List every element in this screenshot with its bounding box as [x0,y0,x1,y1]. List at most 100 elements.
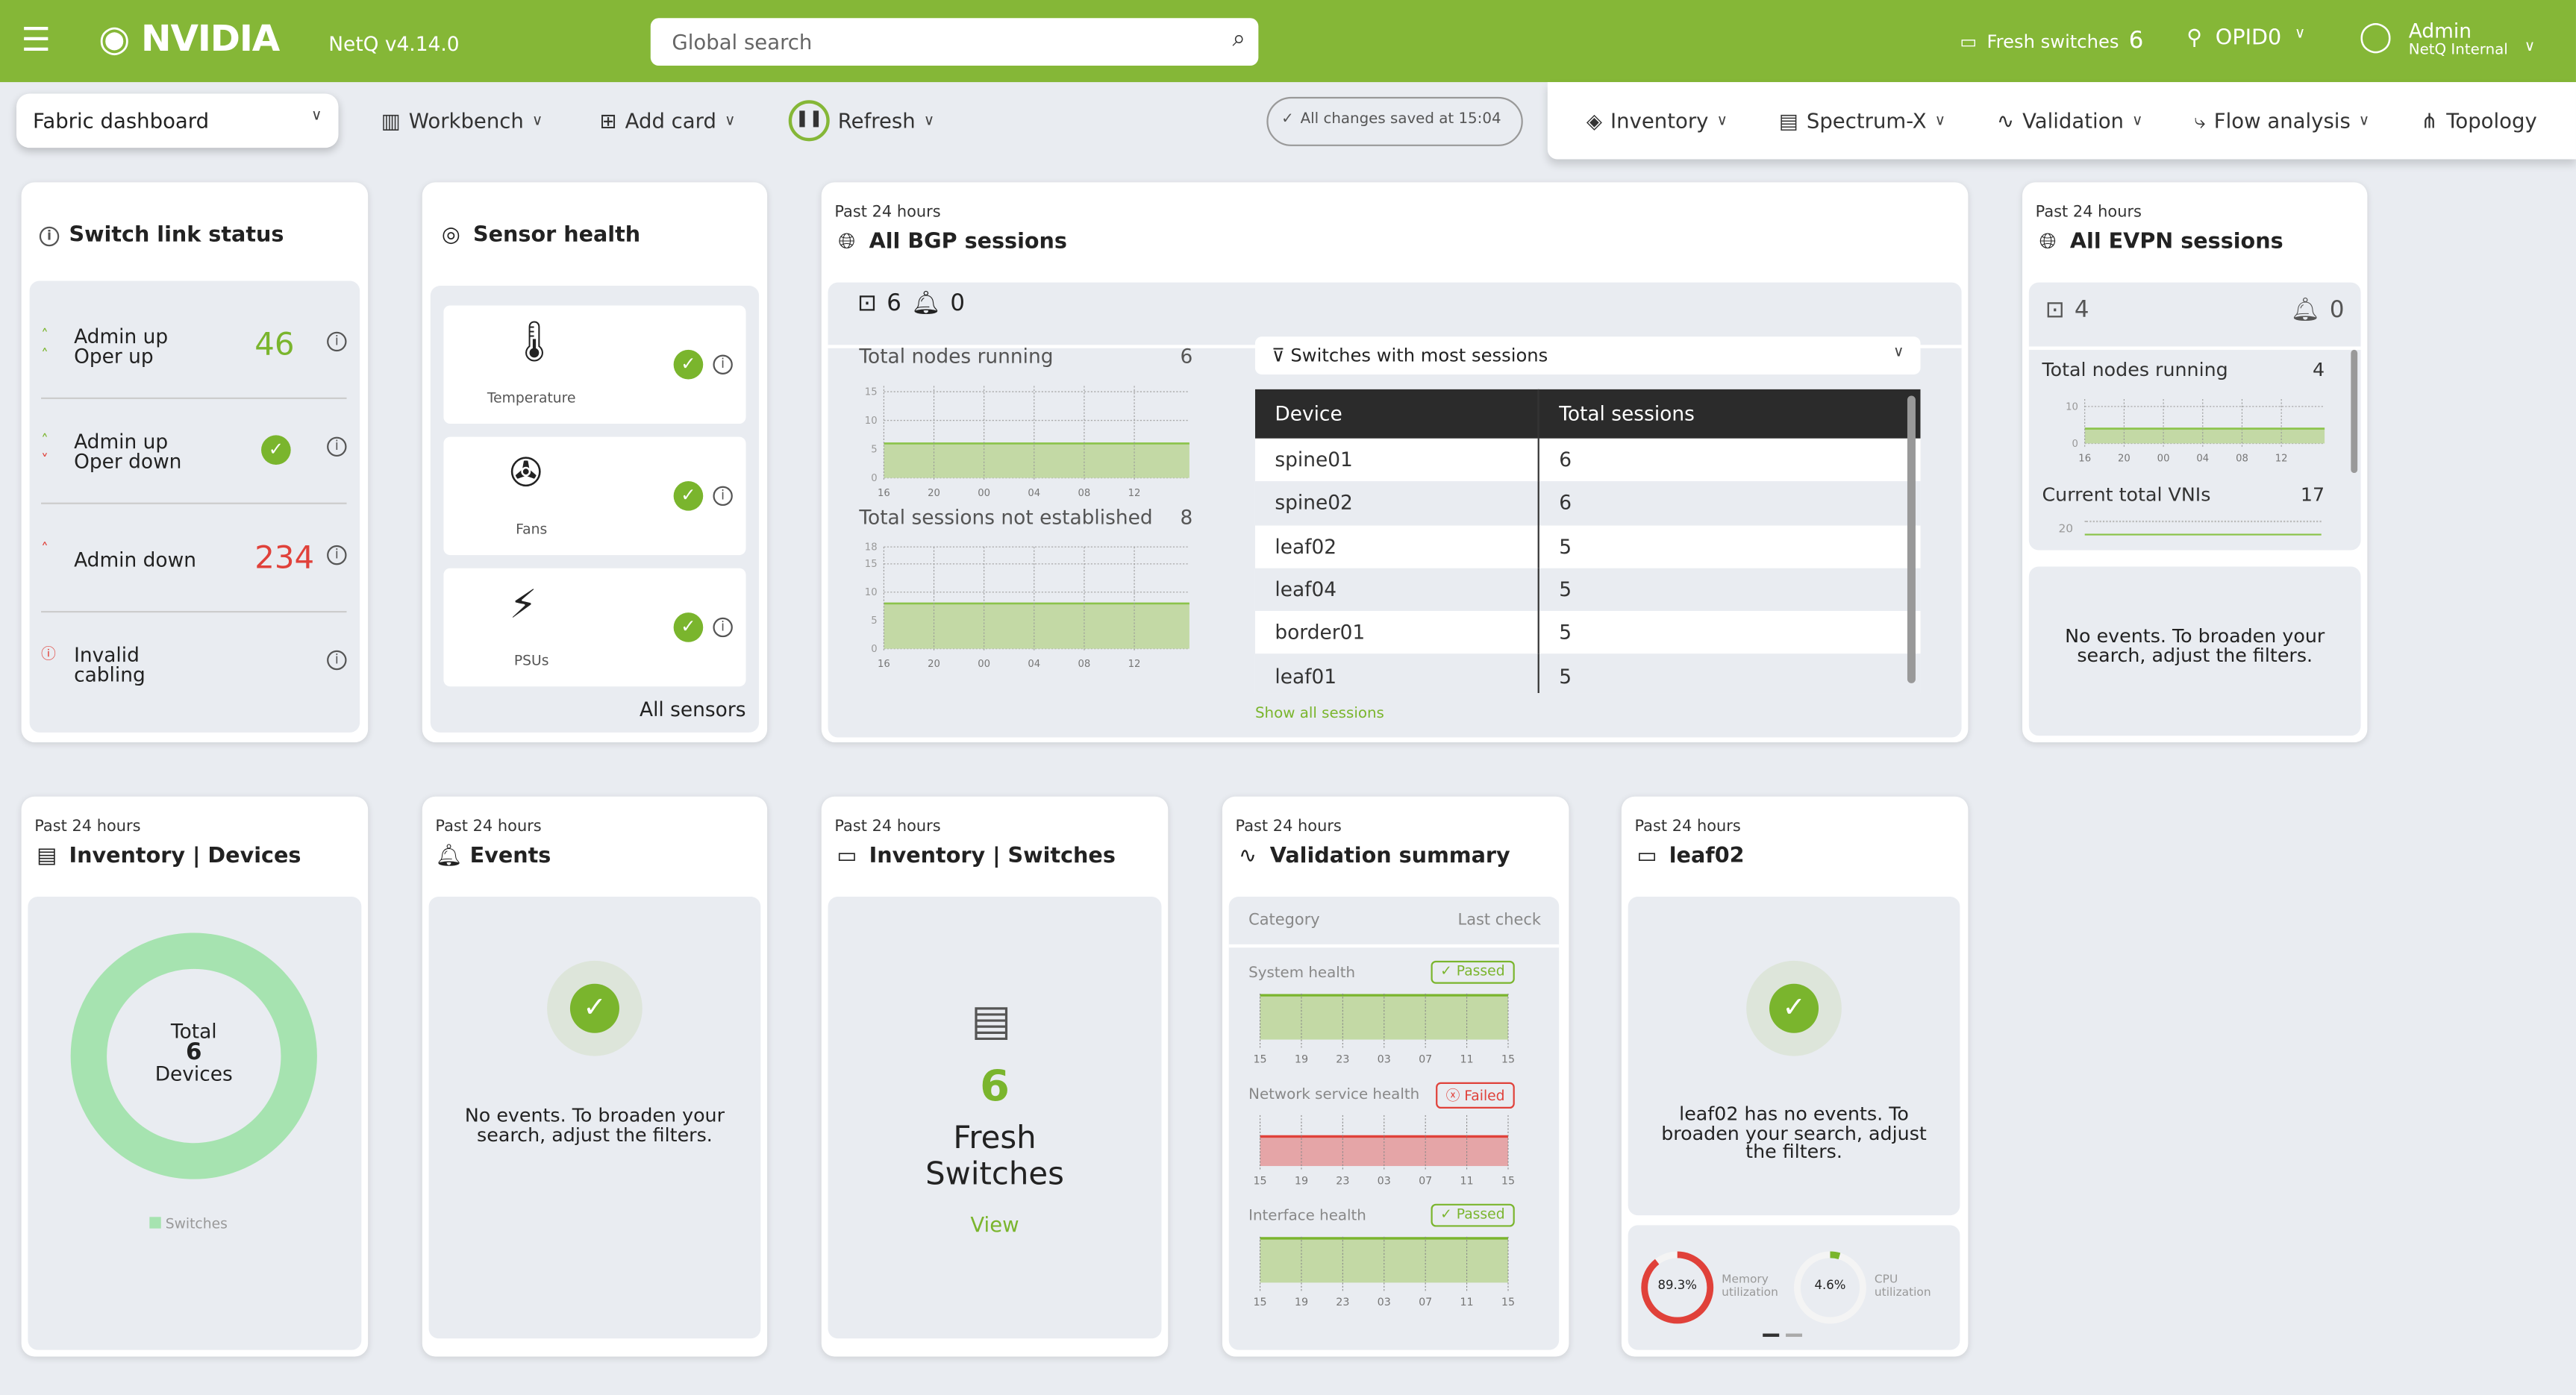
info-icon[interactable]: i [327,331,347,352]
title-text: All EVPN sessions [2069,230,2283,255]
table-row[interactable]: leaf02 5 [1254,524,1921,568]
add-card-menu[interactable]: ⊞ Add card ∨ [600,108,736,133]
sessions-cell: 6 [1538,438,1921,482]
chevron-down-icon: ∨ [2358,112,2370,129]
devices-label: Devices [154,1062,233,1086]
link-status-row[interactable]: ˄ ˅ Admin up Oper down ✓ i [41,432,347,504]
carousel-dot[interactable] [1786,1333,1803,1338]
sessions-filter-select[interactable]: ⊽ Switches with most sessions ∨ [1254,336,1921,374]
link-rows [29,280,360,733]
info-icon[interactable]: i [327,650,347,671]
devices-donut[interactable]: Total 6 Devices [70,932,317,1179]
pause-refresh-icon[interactable]: ❚❚ [788,100,830,142]
card-title: ∿ Validation summary [1236,844,1510,869]
x-tick: 11 [1460,1297,1473,1308]
validation-row[interactable]: Interface health ✓ Passed 15 19 23 03 07 11 15 [1222,1203,1569,1319]
scrollbar[interactable] [2351,349,2358,474]
evpn-alarms: 🔔︎ 0 [2291,297,2345,323]
info-icon[interactable]: i [713,354,733,374]
show-all-sessions-link[interactable]: Show all sessions [1254,706,1384,723]
fresh-label: Fresh Switches [822,1120,1169,1192]
hamburger-menu-icon[interactable]: ☰ [21,19,51,60]
total-label: Total [170,1020,217,1043]
premises-name: OPID0 [2215,26,2282,51]
status-arrow-icon: ˄ [41,542,49,559]
search-icon[interactable]: ⌕ [1232,26,1245,53]
period-label: Past 24 hours [34,818,141,836]
info-icon[interactable]: i [327,545,347,565]
switch-icon: ▭ [837,844,857,869]
status-badge: ✓ Passed [1430,1203,1515,1227]
info-icon[interactable]: i [713,486,733,507]
user-menu[interactable]: ◯ Admin NetQ Internal ∨ [2359,19,2535,59]
metric-value: 17 [2300,483,2325,507]
nav-validation[interactable]: ∿ Validation ∨ [1997,108,2143,133]
table-row[interactable]: border01 5 [1254,611,1921,655]
nvidia-logo[interactable]: ◉ NVIDIA [99,19,280,60]
nav-flow-analysis[interactable]: ⤷ Flow analysis ∨ [2194,107,2369,134]
bgp-counts: ⊡ 6 🔔︎ 0 [857,291,965,317]
link-status-row[interactable]: ˄ Admin down 234 i [41,540,347,613]
all-sensors-link[interactable]: All sensors [640,698,746,721]
link-status-row[interactable]: ⓘ Invalid cabling i [41,645,347,695]
row-label: Admin up Oper up [74,325,169,369]
metric-label: Total nodes running [2042,357,2228,381]
x-tick: 00 [2157,454,2170,465]
nav-topology[interactable]: ⋔ Topology [2421,108,2537,133]
category-label: System health [1248,965,1356,982]
link-status-row[interactable]: ˄ ˄ Admin up Oper up 46 i [41,325,347,399]
validation-row[interactable]: System health ✓ Passed 15 19 23 03 07 11 15 [1222,960,1569,1076]
view-link[interactable]: View [970,1211,1019,1237]
info-icon[interactable]: i [327,436,347,457]
sensor-item[interactable]: ✇ Fans ✓ i [443,436,746,556]
carousel-dot-active[interactable] [1763,1333,1780,1338]
refresh-menu[interactable]: ❚❚ Refresh ∨ [788,100,934,142]
label-line: Switches [925,1156,1064,1193]
search-placeholder: Global search [672,29,813,54]
nav-inventory[interactable]: ◈ Inventory ∨ [1586,108,1728,133]
x-tick: 12 [1128,659,1141,670]
validation-row[interactable]: Network service health ⓧ Failed 15 19 23 03… [1222,1082,1569,1197]
sessions-cell: 6 [1538,481,1921,525]
memory-value: 89.3% [1657,1277,1697,1293]
card-title: 🌐︎ All BGP sessions [834,230,1067,254]
sensor-item[interactable]: ⚡︎ PSUs ✓ i [443,568,746,687]
bgp-sessions-card: Past 24 hours 🌐︎ All BGP sessions ⊡ 6 🔔︎ 0 T… [821,182,1969,743]
global-search-input[interactable]: Global search ⌕ [650,18,1259,66]
dashboard-selector[interactable]: Fabric dashboard ∨ [16,93,339,148]
card-title: ▭ leaf02 [1634,844,1744,869]
check-icon: ✓ [673,612,704,642]
x-tick: 00 [978,488,990,499]
memory-gauge [1641,1251,1714,1324]
device-cell: leaf01 [1254,654,1539,694]
y-tick: 5 [871,615,877,627]
table-row[interactable]: spine01 6 [1254,438,1921,482]
table-row[interactable]: spine02 6 [1254,481,1921,525]
bell-icon: 🔔︎ [2290,297,2320,324]
flow-icon: ⤷ [2194,107,2206,133]
sensor-item[interactable]: 🌡︎ Temperature ✓ i [443,305,746,424]
nav-spectrum-x[interactable]: ▤ Spectrum-X ∨ [1779,108,1945,133]
column-header[interactable]: Device [1254,389,1539,439]
x-tick: 15 [1501,1297,1515,1308]
y-tick: 10 [865,587,878,598]
empty-message: No events. To broaden your search, adjus… [2028,566,2361,736]
column-header[interactable]: Total sessions [1538,389,1921,439]
info-icon[interactable]: i [713,617,733,638]
fresh-switches[interactable]: ▭ Fresh switches 6 [1960,28,2143,54]
switch-icon: ▭ [1960,30,1978,52]
table-row[interactable]: leaf04 5 [1254,568,1921,612]
workbench-menu[interactable]: ▥ Workbench ∨ [381,108,543,133]
dashboard-name: Fabric dashboard [33,108,210,134]
table-row[interactable]: leaf01 5 [1254,654,1921,694]
y-tick: 18 [865,542,878,554]
table-scrollbar[interactable] [1907,395,1916,683]
nav-label: Spectrum-X [1806,108,1927,134]
cpu-label: CPU utilization [1874,1273,1931,1300]
sessions-cell: 5 [1538,524,1921,568]
sessions-not-established-chart: 18 15 10 5 016 20 00 04 08 12 [865,542,1189,670]
pulse-icon: ∿ [1239,844,1257,869]
events-card: Past 24 hours 🔔︎ Events ✓ No events. To b… [422,796,768,1357]
premises-selector[interactable]: ⚲ OPID0 ∨ [2186,26,2305,51]
server-check-icon: ▤ [971,997,1012,1047]
